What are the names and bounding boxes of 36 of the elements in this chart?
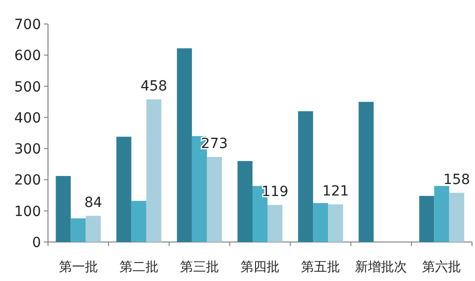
data-label: 121: [322, 183, 349, 200]
bar: [206, 156, 222, 242]
y-tick-label: 0: [32, 235, 41, 251]
y-tick-label: 100: [14, 204, 41, 220]
bar: [328, 204, 344, 242]
bar: [268, 204, 282, 242]
bar: [434, 186, 450, 242]
x-tick-label: 第六批: [422, 260, 462, 275]
x-tick-label: 第五批: [301, 260, 340, 275]
bar: [146, 99, 162, 242]
bar: [56, 176, 71, 242]
x-tick-label: 第二批: [119, 260, 158, 275]
x-tick-label: 第三批: [180, 260, 219, 275]
x-tick-label: 第四批: [240, 260, 280, 275]
bar: [86, 216, 101, 242]
bar: [176, 48, 192, 242]
bar: [313, 203, 328, 242]
y-tick-label: 400: [14, 110, 41, 126]
y-tick-label: 600: [14, 48, 41, 64]
bar: [449, 192, 464, 242]
y-tick-label: 700: [14, 17, 41, 33]
y-tick-label: 200: [14, 172, 41, 189]
data-label: 458: [140, 78, 168, 94]
bar: [298, 111, 314, 242]
data-label: 158: [443, 172, 470, 188]
data-label: 84: [84, 194, 102, 211]
bar: [116, 136, 132, 242]
bar: [70, 218, 86, 242]
y-tick-label: 500: [14, 79, 41, 96]
y-tick-label: 300: [14, 142, 41, 158]
bar: [358, 102, 374, 242]
bar: [131, 200, 146, 242]
x-tick-label: 第一批: [58, 260, 98, 275]
bar: [238, 161, 252, 242]
x-tick-label: 新增批次: [355, 260, 408, 275]
bar: [419, 196, 434, 242]
